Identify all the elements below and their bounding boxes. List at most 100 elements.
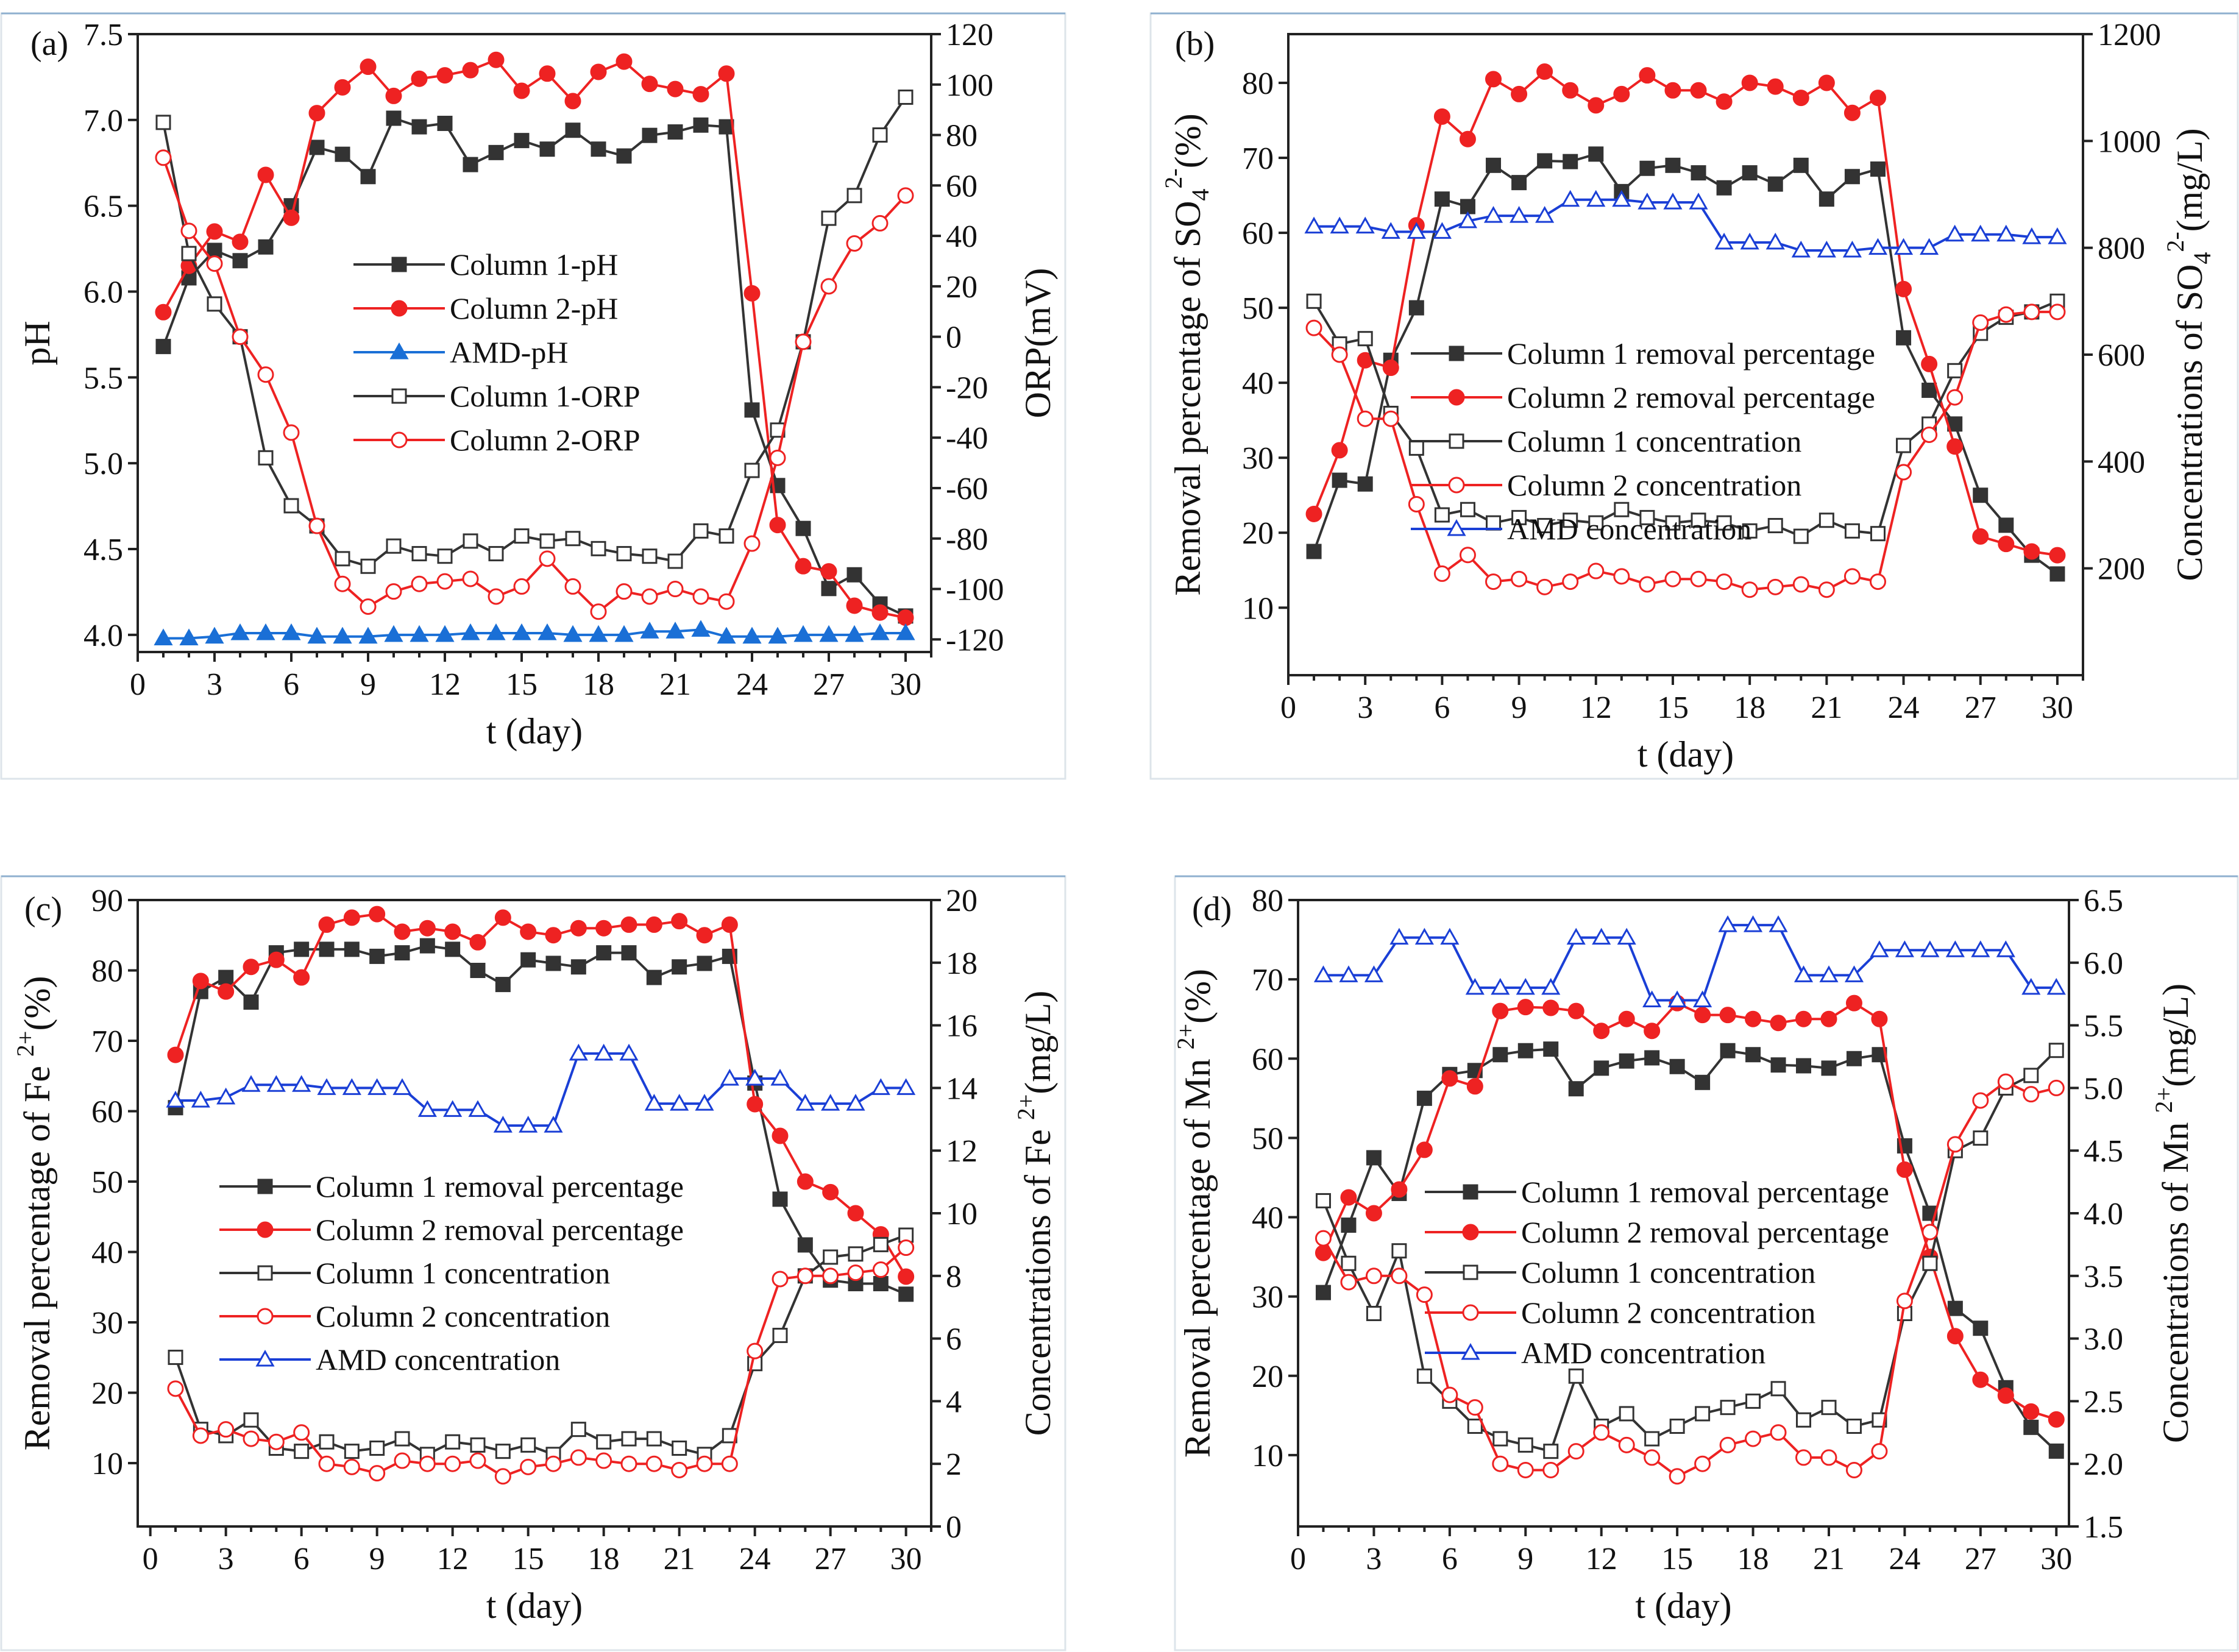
legend-label: Column 2 concentration [1507,468,1801,502]
x-tick-label: 27 [815,1542,846,1576]
data-point [641,588,658,605]
data-point [344,941,360,957]
data-point [1305,319,1322,336]
data-point [1619,1053,1634,1069]
legend-marker [255,1349,275,1367]
panel-tag: (c) [24,890,62,928]
data-point [1517,1437,1533,1453]
data-point [1433,565,1450,582]
data-point [621,1431,637,1447]
data-point [360,169,376,185]
data-point [872,127,888,143]
data-point [1491,977,1510,995]
data-point [1996,940,2015,957]
data-point [1330,216,1349,234]
x-tick-label: 27 [813,667,845,702]
data-point [1563,154,1578,169]
legend-label: Column 2 concentration [316,1299,610,1333]
x-tick-label: 6 [1434,690,1450,725]
data-point [384,625,403,642]
data-point [317,1078,336,1095]
data-point [319,1434,335,1450]
y-right-tick-label: 0 [946,1510,962,1545]
x-tick-label: 9 [360,667,376,702]
data-point [369,948,385,964]
data-point [334,575,351,592]
data-point [268,951,285,968]
y-right-tick-label: 5.0 [2084,1071,2123,1106]
y-right-tick-label: 4 [946,1384,962,1419]
x-tick-label: 21 [664,1542,695,1576]
data-point [742,626,762,644]
legend-label: AMD concentration [1507,512,1751,546]
series-amd-concentration [166,1043,916,1133]
data-point [155,339,171,355]
data-point [744,463,760,478]
data-point [564,578,581,595]
data-point [243,1430,260,1447]
y-tick-label: 6.0 [83,275,123,310]
data-point [293,969,310,986]
data-point [256,623,275,640]
y-tick-label: 4.5 [83,533,123,567]
data-point [846,1094,865,1111]
legend-marker [1461,1342,1480,1360]
data-point [495,977,511,993]
data-point [1432,222,1452,239]
x-tick-label: 9 [1511,690,1527,725]
data-point [514,528,530,544]
x-tick-label: 12 [429,667,461,702]
data-point [1355,216,1375,234]
data-point [1795,1449,1812,1466]
data-point [616,148,632,164]
data-point [1767,176,1783,192]
data-point [218,1421,235,1438]
y-right-tick-label: 80 [946,119,978,154]
data-point [1483,206,1503,223]
data-point [1870,940,1889,957]
y-right-tick-label: 2.0 [2084,1447,2123,1482]
data-point [768,626,787,644]
data-point [1690,570,1707,587]
data-point [646,970,662,985]
data-point [1511,175,1527,191]
legend-marker [391,300,408,317]
y-right-tick-label: 600 [2098,338,2145,373]
data-point [2049,303,2066,321]
data-point [1459,130,1476,147]
panel-tag: (d) [1192,890,1232,928]
data-point [1460,199,1475,214]
data-point [207,296,222,312]
y-right-tick-label: 6 [946,1322,962,1357]
legend-marker [391,431,408,448]
data-point [590,603,607,620]
data-point [1586,190,1606,207]
y-right-tick-label: 1.5 [2084,1510,2123,1545]
data-point [470,963,486,979]
series-column-1-orp [155,89,914,574]
data-point [1745,1393,1761,1409]
x-tick-label: 18 [583,667,614,702]
x-tick-label: 3 [1357,690,1373,725]
y-tick-label: 40 [1242,366,1274,401]
panel-b: (b) 0 3 6 9 12 15 18 21 24 27 30 10 20 30 40 50 60 70 80 200… [1149,12,2239,780]
y-right-tick-label: 6.5 [2084,884,2123,918]
data-point [410,625,429,642]
data-point [772,1127,789,1144]
data-point [1486,515,1502,531]
series-line [1322,1080,2057,1478]
legend-marker [257,1265,273,1281]
y-tick-label: 70 [91,1024,123,1059]
x-tick-label: 24 [1888,690,1920,725]
data-point [1382,410,1399,427]
data-point [897,609,914,626]
data-point [154,628,173,645]
data-point [437,115,453,131]
data-point [462,570,479,587]
data-point [1996,224,2016,242]
data-point [693,523,709,539]
data-point [335,146,350,162]
data-point [1511,509,1527,525]
series-amd-concentration [1313,915,2066,1007]
data-point [1921,382,1937,398]
